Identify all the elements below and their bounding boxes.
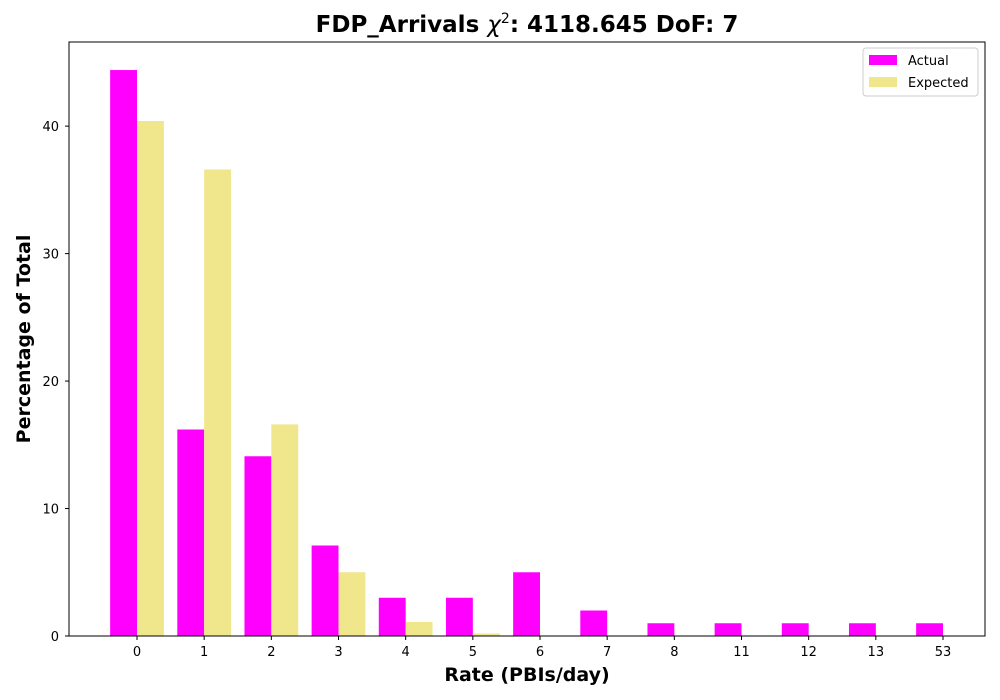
x-tick-label: 7 bbox=[603, 645, 611, 660]
bar-actual-8 bbox=[647, 623, 675, 636]
y-axis-ticks: 0 10 20 30 40 bbox=[42, 120, 69, 645]
bar-actual-7 bbox=[580, 610, 608, 636]
bar-actual-13 bbox=[848, 623, 876, 636]
x-axis-label: Rate (PBIs/day) bbox=[444, 664, 609, 686]
chart-title: FDP_Arrivals χ2: 4118.645 DoF: 7 bbox=[316, 11, 739, 38]
legend-label-expected: Expected bbox=[908, 76, 969, 91]
bar-expected-0 bbox=[137, 121, 164, 636]
plot-frame bbox=[68, 41, 986, 637]
bar-expected-5 bbox=[472, 633, 500, 636]
legend-swatch-expected bbox=[869, 77, 897, 87]
x-tick-label: 53 bbox=[935, 645, 952, 660]
bar-actual-4 bbox=[378, 597, 406, 636]
bar-expected-2 bbox=[271, 424, 299, 636]
legend-label-actual: Actual bbox=[908, 54, 949, 69]
bar-actual-12 bbox=[781, 623, 809, 636]
bar-actual-3 bbox=[311, 545, 339, 636]
x-tick-label: 2 bbox=[267, 645, 275, 660]
bar-actual-1 bbox=[177, 429, 205, 636]
x-axis-ticks: 0 1 2 3 4 5 6 7 8 11 12 13 53 bbox=[133, 636, 951, 660]
x-tick-label: 1 bbox=[200, 645, 208, 660]
bar-actual-5 bbox=[445, 597, 473, 636]
legend-swatch-actual bbox=[869, 55, 897, 65]
y-tick-label: 20 bbox=[42, 375, 59, 390]
x-tick-label: 8 bbox=[670, 645, 678, 660]
legend: Actual Expected bbox=[862, 47, 979, 97]
bar-actual-53 bbox=[916, 623, 943, 636]
x-tick-label: 6 bbox=[536, 645, 544, 660]
x-tick-label: 13 bbox=[868, 645, 885, 660]
bar-actual-6 bbox=[513, 572, 540, 636]
x-tick-label: 3 bbox=[334, 645, 342, 660]
bar-actual-11 bbox=[714, 623, 742, 636]
bar-expected-4 bbox=[405, 621, 433, 636]
bar-actual-2 bbox=[244, 456, 272, 636]
y-tick-label: 10 bbox=[42, 503, 59, 518]
x-tick-label: 5 bbox=[469, 645, 477, 660]
y-tick-label: 40 bbox=[42, 120, 59, 135]
x-tick-label: 4 bbox=[402, 645, 410, 660]
x-tick-label: 11 bbox=[733, 645, 750, 660]
chart-title-chi-exponent: 2 bbox=[501, 11, 510, 27]
bars-layer bbox=[110, 70, 943, 637]
chart-title-main: FDP_Arrivals bbox=[316, 12, 488, 38]
chart-title-chi: χ bbox=[485, 12, 502, 38]
bar-expected-3 bbox=[338, 572, 366, 636]
bar-expected-1 bbox=[204, 169, 232, 636]
y-tick-label: 0 bbox=[51, 630, 59, 645]
y-axis-label: Percentage of Total bbox=[13, 235, 35, 444]
x-tick-label: 12 bbox=[800, 645, 817, 660]
bar-actual-0 bbox=[110, 70, 137, 637]
x-tick-label: 0 bbox=[133, 645, 141, 660]
chart-title-stat: : 4118.645 DoF: 7 bbox=[510, 12, 739, 38]
y-tick-label: 30 bbox=[42, 248, 59, 263]
